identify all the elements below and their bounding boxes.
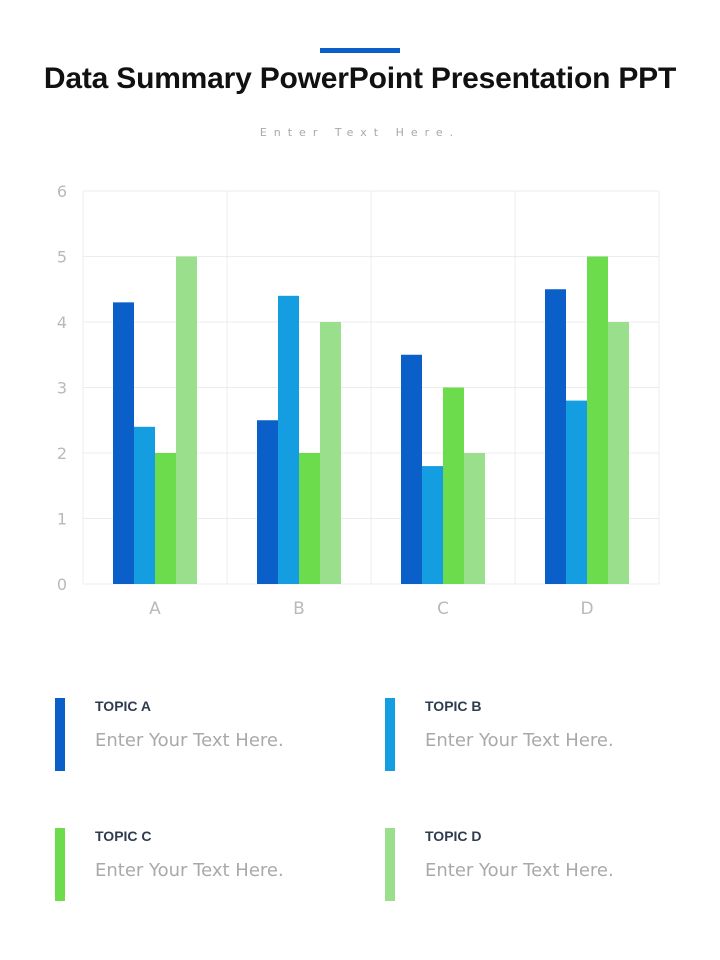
bar-d-series-3 — [587, 256, 608, 584]
bar-c-series-1 — [401, 354, 422, 584]
legend-color-swatch — [385, 828, 395, 901]
bar-chart: 0 1 2 3 4 5 6 A B C D — [57, 182, 660, 619]
bar-c-series-2 — [422, 466, 443, 584]
legend-description: Enter Your Text Here. — [95, 730, 284, 751]
x-axis-ticks: A B C D — [149, 599, 593, 619]
y-tick-label: 4 — [57, 313, 67, 332]
page-title: Data Summary PowerPoint Presentation PPT — [43, 62, 677, 95]
legend-description: Enter Your Text Here. — [425, 730, 614, 751]
y-tick-label: 3 — [57, 379, 67, 398]
legend-topic-label: TOPIC B — [425, 698, 482, 714]
y-tick-label: 1 — [57, 510, 67, 529]
bar-a-series-4 — [176, 256, 197, 584]
bar-d-series-2 — [566, 400, 587, 584]
legend-item-topic-c: TOPIC C Enter Your Text Here. — [55, 828, 355, 903]
y-tick-label: 6 — [57, 182, 67, 201]
bar-b-series-1 — [257, 420, 278, 584]
page-subtitle: Enter Text Here. — [259, 126, 461, 139]
legend-color-swatch — [55, 698, 65, 771]
y-tick-label: 0 — [57, 575, 67, 594]
y-tick-label: 2 — [57, 444, 67, 463]
legend-item-topic-d: TOPIC D Enter Your Text Here. — [385, 828, 685, 903]
bar-c-series-3 — [443, 387, 464, 584]
bar-b-series-3 — [299, 453, 320, 584]
bar-a-series-3 — [155, 453, 176, 584]
legend-description: Enter Your Text Here. — [425, 860, 614, 881]
legend-item-topic-b: TOPIC B Enter Your Text Here. — [385, 698, 685, 773]
bar-b-series-4 — [320, 322, 341, 584]
legend-topic-label: TOPIC A — [95, 698, 152, 714]
title-accent-bar — [320, 48, 400, 53]
x-tick-label: B — [293, 599, 305, 619]
bar-d-series-4 — [608, 322, 629, 584]
legend-color-swatch — [55, 828, 65, 901]
legend-topic-label: TOPIC D — [425, 828, 482, 844]
legend-topic-label: TOPIC C — [95, 828, 152, 844]
x-tick-label: A — [149, 599, 161, 619]
bar-a-series-2 — [134, 426, 155, 584]
bar-a-series-1 — [113, 302, 134, 584]
legend-color-swatch — [385, 698, 395, 771]
bar-d-series-1 — [545, 289, 566, 584]
x-tick-label: C — [437, 599, 449, 619]
x-tick-label: D — [580, 599, 593, 619]
legend-description: Enter Your Text Here. — [95, 860, 284, 881]
bar-b-series-2 — [278, 295, 299, 584]
bar-c-series-4 — [464, 453, 485, 584]
y-tick-label: 5 — [57, 248, 67, 267]
y-axis-ticks: 0 1 2 3 4 5 6 — [57, 182, 67, 594]
chart-bars — [113, 256, 629, 584]
legend-item-topic-a: TOPIC A Enter Your Text Here. — [55, 698, 355, 773]
